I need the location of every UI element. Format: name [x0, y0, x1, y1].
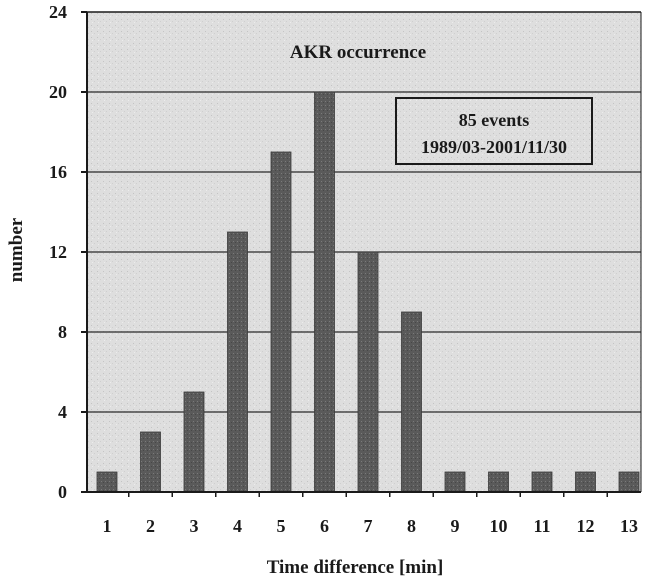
bar [488, 471, 509, 493]
chart-title: AKR occurrence [290, 42, 426, 63]
x-tick-label: 8 [407, 516, 416, 536]
y-tick-label: 4 [58, 402, 67, 422]
bar [314, 91, 335, 493]
x-tick-label: 1 [103, 516, 112, 536]
y-tick-label: 20 [49, 82, 67, 102]
annotation-line-2: 1989/03-2001/11/30 [421, 137, 567, 157]
y-tick-label: 12 [49, 242, 67, 262]
x-tick-label: 12 [577, 516, 595, 536]
bar [270, 151, 292, 493]
bar [357, 251, 379, 493]
y-axis-label: number [6, 217, 27, 282]
bar [140, 431, 161, 493]
x-tick-label: 2 [146, 516, 155, 536]
y-tick-label: 24 [49, 2, 67, 22]
bar [618, 471, 640, 493]
x-tick-labels: 1 2 3 4 5 6 7 8 9 10 11 12 13 [103, 516, 639, 536]
x-tick-label: 10 [490, 516, 508, 536]
bar [227, 231, 248, 493]
x-tick-label: 5 [277, 516, 286, 536]
bar [531, 471, 553, 493]
y-tick-labels: 0 4 8 12 16 20 24 [49, 2, 67, 502]
x-tick-label: 9 [451, 516, 460, 536]
y-tick-label: 16 [49, 162, 67, 182]
x-axis-label: Time difference [min] [267, 557, 444, 578]
annotation-line-1: 85 events [459, 110, 530, 130]
x-tick-label: 4 [233, 516, 242, 536]
bar [575, 471, 596, 493]
axes [81, 11, 642, 497]
x-tick-label: 7 [364, 516, 373, 536]
bar [444, 471, 466, 493]
annotation-box: 85 events 1989/03-2001/11/30 [395, 97, 593, 165]
bar [96, 471, 118, 493]
x-tick-label: 6 [320, 516, 329, 536]
y-tick-label: 8 [58, 322, 67, 342]
y-tick-label: 0 [58, 482, 67, 502]
x-tick-label: 3 [190, 516, 199, 536]
bar [401, 311, 422, 493]
x-tick-label: 13 [620, 516, 638, 536]
x-tick-label: 11 [533, 516, 550, 536]
bar [183, 391, 205, 493]
